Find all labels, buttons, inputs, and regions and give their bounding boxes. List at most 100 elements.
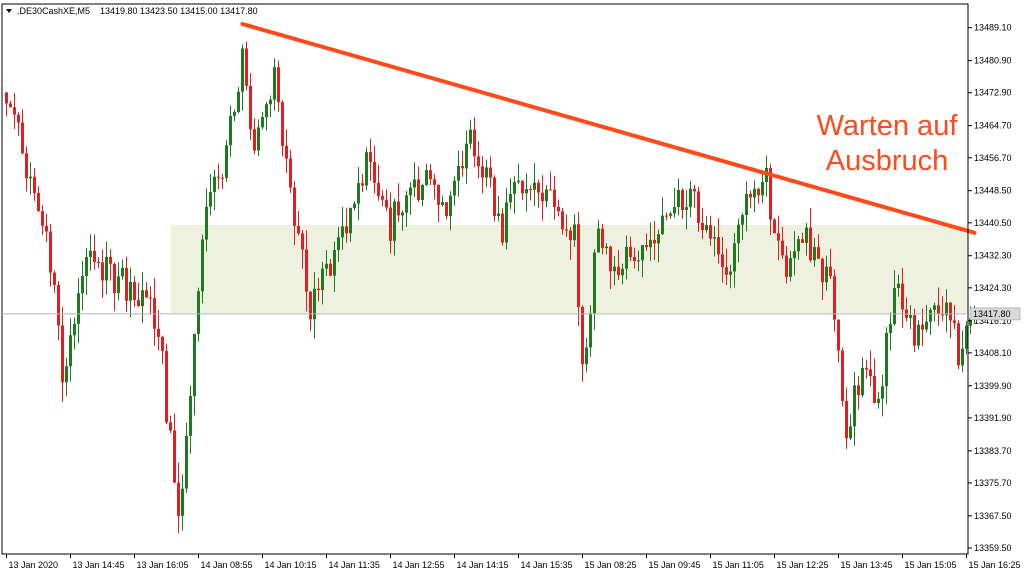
candle-bear	[873, 376, 876, 404]
candle-bull	[793, 251, 796, 259]
candle-bull	[405, 195, 408, 213]
candle-bull	[897, 283, 900, 288]
y-tick-label: 13472.90	[974, 88, 1012, 98]
candle-bull	[321, 268, 324, 291]
candle-bull	[129, 281, 132, 301]
candle-bear	[901, 283, 904, 310]
candle-bull	[441, 202, 444, 205]
candle-bull	[573, 224, 576, 241]
candle-bear	[785, 255, 788, 277]
candle-bull	[185, 435, 188, 489]
candle-bull	[105, 256, 108, 281]
current-price-label: 13417.80	[973, 309, 1011, 319]
current-price-tag	[969, 307, 1021, 321]
candle-bear	[385, 199, 388, 208]
candle-bull	[261, 117, 264, 128]
annotation-line-2: Ausbruch	[826, 145, 949, 177]
plot-frame	[1, 3, 969, 555]
candle-bull	[353, 203, 356, 209]
candle-bull	[969, 318, 972, 326]
resistance-trendline[interactable]	[240, 22, 977, 235]
candle-bull	[965, 325, 968, 349]
x-tick-label: 14 Jan 10:15	[265, 560, 317, 570]
candle-bull	[533, 182, 536, 190]
candle-bull	[929, 309, 932, 322]
x-tick-label: 15 Jan 11:05	[713, 560, 764, 570]
candle-bear	[277, 67, 280, 103]
candle-bear	[537, 182, 540, 193]
candle-bull	[485, 167, 488, 178]
candle-bull	[457, 166, 460, 181]
candle-bull	[273, 67, 276, 100]
candle-bull	[421, 184, 424, 201]
candle-bull	[813, 247, 816, 261]
chevron-down-icon[interactable]	[6, 9, 12, 13]
chart-header: .DE30CashXE,M5 13419.80 13423.50 13415.0…	[6, 6, 258, 16]
candle-bear	[433, 179, 436, 185]
candle-bear	[913, 315, 916, 346]
candle-bull	[741, 215, 744, 225]
x-tick-label: 13 Jan 14:45	[73, 560, 125, 570]
candle-bull	[917, 324, 920, 346]
candle-bull	[789, 258, 792, 277]
candle-bull	[713, 237, 716, 239]
y-tick-label: 13416.10	[974, 316, 1012, 326]
candle-bull	[889, 324, 892, 333]
candle-bear	[97, 262, 100, 264]
candle-bear	[113, 263, 116, 294]
candle-bear	[725, 267, 728, 275]
candle-bull	[881, 386, 884, 399]
annotation-line-1: Warten auf	[817, 110, 959, 142]
candle-bear	[161, 336, 164, 352]
candle-bull	[505, 202, 508, 243]
candle-bear	[309, 291, 312, 320]
candle-bull	[877, 398, 880, 404]
candle-bull	[265, 104, 268, 118]
candle-bull	[805, 227, 808, 243]
candle-bull	[225, 145, 228, 178]
candle-bull	[853, 385, 856, 427]
y-tick-label: 13391.90	[974, 413, 1012, 423]
candle-bull	[117, 276, 120, 294]
candle-bull	[861, 367, 864, 396]
candle-bull	[961, 348, 964, 366]
candle-bear	[857, 385, 860, 396]
candle-bear	[305, 249, 308, 292]
y-tick-label: 13367.50	[974, 511, 1012, 521]
candle-bear	[501, 213, 504, 243]
candle-bull	[337, 237, 340, 250]
candle-bear	[609, 246, 612, 272]
candle-bear	[45, 225, 48, 232]
candle-bull	[77, 293, 80, 324]
candle-bull	[669, 213, 672, 216]
x-tick-label: 15 Jan 13:45	[841, 560, 893, 570]
candle-bull	[673, 207, 676, 214]
candle-bear	[369, 152, 372, 162]
candle-bear	[869, 369, 872, 377]
candle-bull	[613, 266, 616, 272]
candle-bear	[13, 107, 16, 115]
candle-bear	[665, 215, 668, 217]
candle-bear	[49, 231, 52, 273]
candle-bear	[821, 258, 824, 283]
x-tick-label: 14 Jan 14:15	[457, 560, 509, 570]
y-tick-label: 13489.10	[974, 23, 1012, 33]
symbol-timeframe: .DE30CashXE,M5	[17, 6, 90, 16]
candle-bear	[9, 103, 12, 108]
candle-bear	[149, 297, 152, 299]
candle-bear	[601, 228, 604, 249]
candle-bear	[697, 191, 700, 224]
candle-bear	[329, 263, 332, 276]
candle-bear	[429, 170, 432, 180]
candle-bull	[733, 243, 736, 272]
candle-bull	[201, 239, 204, 292]
candle-bull	[945, 302, 948, 316]
candle-bear	[373, 161, 376, 183]
candle-bear	[317, 288, 320, 291]
candle-bear	[617, 266, 620, 276]
candle-bull	[269, 99, 272, 105]
candle-bear	[701, 223, 704, 230]
candle-bull	[513, 182, 516, 194]
candle-bear	[377, 182, 380, 196]
